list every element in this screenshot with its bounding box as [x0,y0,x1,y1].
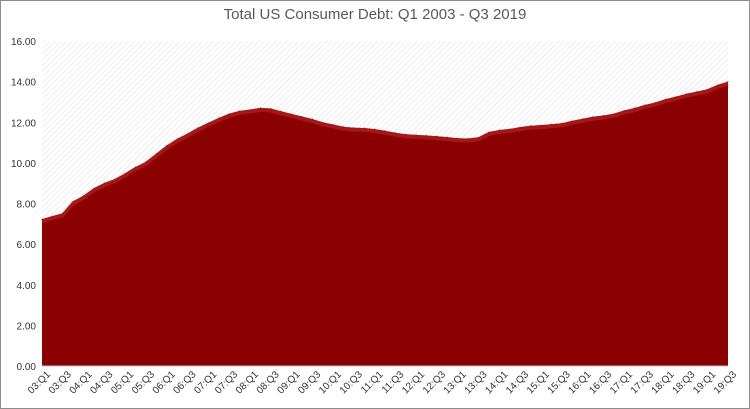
data-point-03:Q1 [41,218,43,220]
data-point-10:Q1 [332,123,334,125]
y-tick-label: 12.00 [11,118,36,129]
data-point-12:Q1 [415,134,417,136]
data-point-13:Q2 [467,138,469,139]
y-tick-label: 14.00 [11,78,36,89]
data-point-10:Q2 [342,126,344,128]
data-point-04:Q2 [93,187,95,189]
data-point-19:Q3 [727,81,729,83]
data-point-03:Q4 [72,200,74,202]
data-point-05:Q3 [145,161,147,163]
data-point-04:Q1 [83,195,85,197]
data-point-07:Q4 [238,110,240,112]
data-point-19:Q1 [706,88,708,90]
area-top-edge [41,81,729,224]
data-point-07:Q1 [207,122,209,124]
chart-title: Total US Consumer Debt: Q1 2003 - Q3 201… [223,6,527,23]
data-point-13:Q3 [478,136,480,138]
data-point-05:Q1 [124,172,126,174]
data-point-07:Q2 [218,117,220,119]
y-tick-label: 4.00 [17,281,37,292]
debt-area-series [42,81,728,366]
x-tick-label: 19:Q3 [712,369,739,396]
data-point-12:Q2 [426,134,428,136]
data-point-07:Q3 [228,113,230,115]
data-point-08:Q1 [249,109,251,111]
data-point-14:Q1 [498,129,500,131]
data-point-17:Q2 [633,107,635,109]
data-point-09:Q2 [301,116,303,118]
x-tick-label: 10:Q3 [338,369,365,396]
data-point-18:Q1 [665,98,667,100]
data-point-12:Q3 [436,135,438,137]
y-tick-label: 0.00 [17,362,37,373]
data-point-15:Q1 [540,124,542,126]
data-point-04:Q4 [114,178,116,180]
data-point-11:Q1 [374,128,376,130]
data-point-08:Q2 [259,107,261,109]
data-point-14:Q4 [530,125,532,127]
data-point-18:Q2 [675,96,677,98]
data-point-04:Q3 [103,182,105,184]
data-point-13:Q1 [457,137,459,139]
data-point-18:Q3 [685,93,687,95]
data-point-06:Q2 [176,138,178,140]
data-point-03:Q3 [62,212,64,214]
y-tick-label: 10.00 [11,159,36,170]
data-point-08:Q4 [280,110,282,112]
data-point-14:Q3 [519,126,521,128]
data-point-11:Q2 [384,130,386,132]
data-point-03:Q2 [51,215,53,217]
data-point-10:Q3 [353,127,355,129]
y-tick-label: 2.00 [17,321,37,332]
y-tick-label: 8.00 [17,200,37,211]
data-point-15:Q4 [571,120,573,122]
data-point-11:Q3 [394,132,396,134]
data-point-09:Q1 [290,113,292,115]
data-point-18:Q4 [696,91,698,93]
data-point-11:Q4 [405,133,407,135]
data-point-05:Q2 [135,166,137,168]
data-point-06:Q4 [197,127,199,129]
data-point-17:Q3 [644,104,646,106]
data-point-17:Q1 [623,109,625,111]
data-point-09:Q4 [322,121,324,123]
data-point-05:Q4 [155,153,157,155]
data-point-14:Q2 [509,128,511,130]
data-point-16:Q2 [592,116,594,118]
y-tick-label: 6.00 [17,240,37,251]
data-point-09:Q3 [311,118,313,120]
y-tick-label: 16.00 [11,37,36,48]
data-point-17:Q4 [654,102,656,104]
data-point-16:Q4 [613,113,615,115]
data-point-06:Q1 [166,145,168,147]
data-point-06:Q3 [187,133,189,135]
data-point-12:Q4 [446,136,448,138]
data-point-10:Q4 [363,127,365,129]
data-point-16:Q3 [602,115,604,117]
data-point-19:Q2 [717,84,719,86]
data-point-08:Q3 [270,107,272,109]
data-point-15:Q3 [561,122,563,124]
data-point-13:Q4 [488,131,490,133]
data-point-15:Q2 [550,123,552,125]
x-tick-label: 11:Q1 [359,369,386,396]
data-point-16:Q1 [581,118,583,120]
